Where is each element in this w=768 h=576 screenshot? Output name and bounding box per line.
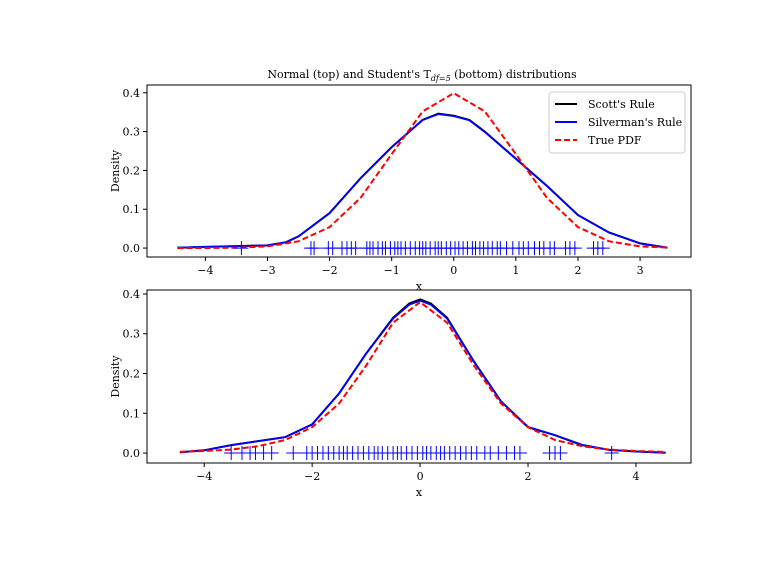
x-tick-label: 1 [512, 264, 519, 277]
legend-box [548, 91, 686, 154]
y-tick-label: 0.4 [123, 288, 141, 301]
legend-label-scott: Scott's Rule [588, 98, 655, 111]
series-line-silverman-s-rule [179, 299, 666, 454]
rug-marker [286, 446, 301, 461]
x-axis-label: x [416, 486, 423, 499]
y-tick-label: 0.1 [123, 203, 141, 216]
rug-marker [553, 446, 568, 461]
y-axis-label: Density [109, 355, 122, 398]
x-tick-label: 4 [632, 470, 639, 483]
series-line-scott-s-rule [179, 298, 666, 454]
rug-marker [307, 241, 322, 256]
rug-marker [604, 446, 619, 461]
x-tick-label: 0 [450, 264, 457, 277]
y-axis-label: Density [109, 149, 122, 192]
x-tick-label: 2 [574, 264, 581, 277]
y-tick-label: 0.0 [123, 242, 141, 255]
rug-marker [595, 241, 610, 256]
x-tick-label: −3 [259, 264, 275, 277]
legend-label-true-pdf: True PDF [588, 134, 642, 147]
x-tick-label: −1 [384, 264, 400, 277]
rug-marker [234, 241, 249, 256]
bottom-axes: −4 −2 0 2 4 0.0 0.1 0.2 0.3 0.4 x Density [109, 288, 692, 499]
rug-marker [264, 446, 279, 461]
axes-frame [146, 289, 692, 464]
x-tick-label: 0 [417, 470, 424, 483]
axes-frame [146, 84, 692, 258]
series-line-silverman-s-rule [177, 113, 668, 249]
rug-marker [567, 241, 582, 256]
x-tick-label: −2 [304, 470, 320, 483]
legend-label-silverman: Silverman's Rule [588, 116, 682, 129]
y-tick-label: 0.2 [123, 164, 141, 177]
legend: Scott's Rule Silverman's Rule True PDF [548, 91, 686, 154]
y-tick-label: 0.4 [123, 87, 141, 100]
series-line-true-pdf [179, 300, 666, 453]
y-tick-label: 0.3 [123, 126, 141, 139]
top-axes: −4 −3 −2 −1 0 1 2 3 0.0 0.1 0.2 0.3 0.4 x Density [109, 84, 692, 293]
x-tick-label: 2 [525, 470, 532, 483]
x-tick-label: −4 [197, 264, 213, 277]
x-tick-label: 3 [637, 264, 644, 277]
y-tick-label: 0.0 [123, 447, 141, 460]
rug-marker [512, 446, 527, 461]
x-tick-label: −4 [196, 470, 212, 483]
x-tick-label: −2 [321, 264, 337, 277]
chart-title: Normal (top) and Student's Tdf=5 (bottom… [267, 68, 577, 83]
y-tick-label: 0.2 [123, 368, 141, 381]
x-axis-label: x [416, 280, 423, 293]
y-tick-label: 0.1 [123, 407, 141, 420]
y-tick-label: 0.3 [123, 328, 141, 341]
